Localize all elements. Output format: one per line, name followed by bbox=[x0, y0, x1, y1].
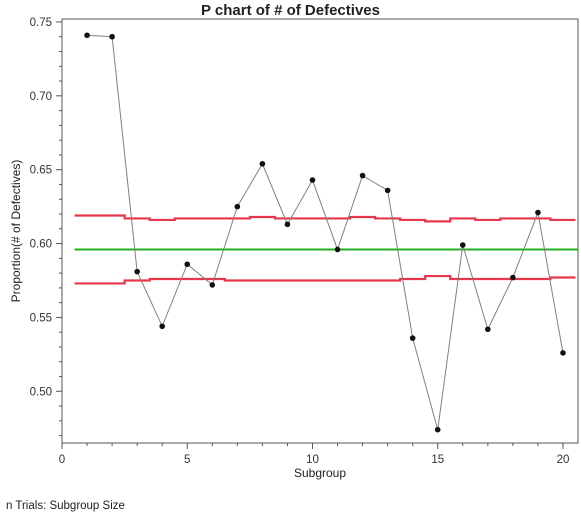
data-point bbox=[259, 160, 266, 167]
data-point bbox=[84, 32, 90, 39]
data-point bbox=[159, 323, 165, 330]
data-point bbox=[510, 274, 516, 281]
ucl-line bbox=[74, 214, 576, 223]
footnote: n Trials: Subgroup Size bbox=[6, 500, 125, 512]
data-point bbox=[359, 172, 366, 179]
data-point bbox=[384, 187, 391, 194]
y-tick-label: 0.65 bbox=[30, 165, 52, 177]
data-point bbox=[485, 326, 491, 333]
y-axis-label: Proportion(# of Defectives) bbox=[9, 160, 23, 303]
y-tick-label: 0.60 bbox=[30, 239, 52, 251]
data-series bbox=[84, 32, 566, 433]
x-tick-label: 10 bbox=[306, 454, 319, 466]
x-tick-label: 20 bbox=[557, 454, 570, 466]
data-point bbox=[134, 268, 140, 275]
series-line bbox=[87, 34, 564, 430]
data-point bbox=[184, 261, 191, 268]
data-point bbox=[560, 350, 566, 356]
plot-frame bbox=[61, 18, 579, 444]
data-point bbox=[409, 335, 416, 341]
data-point bbox=[109, 33, 115, 40]
axes: 0 5 10 15 20 0.50 0.55 0.60 0.65 0.70 0.75 bbox=[30, 17, 579, 466]
chart-title: P chart of # of Defectives bbox=[201, 2, 380, 19]
data-point bbox=[309, 177, 316, 183]
data-point bbox=[284, 221, 291, 228]
data-point bbox=[334, 246, 341, 253]
x-tick-label: 15 bbox=[431, 454, 444, 466]
y-tick-label: 0.55 bbox=[30, 312, 52, 324]
data-point bbox=[209, 282, 216, 288]
data-point bbox=[535, 209, 541, 216]
data-point bbox=[434, 426, 441, 433]
y-tick-label: 0.75 bbox=[30, 17, 52, 29]
lcl-line bbox=[74, 274, 576, 285]
data-point bbox=[234, 203, 241, 210]
data-point bbox=[459, 242, 466, 248]
x-axis-label: Subgroup bbox=[294, 466, 346, 480]
x-tick-label: 5 bbox=[184, 454, 190, 466]
y-tick-label: 0.70 bbox=[30, 91, 52, 103]
y-tick-label: 0.50 bbox=[30, 386, 52, 398]
x-tick-label: 0 bbox=[59, 454, 65, 466]
control-limits bbox=[74, 214, 578, 285]
